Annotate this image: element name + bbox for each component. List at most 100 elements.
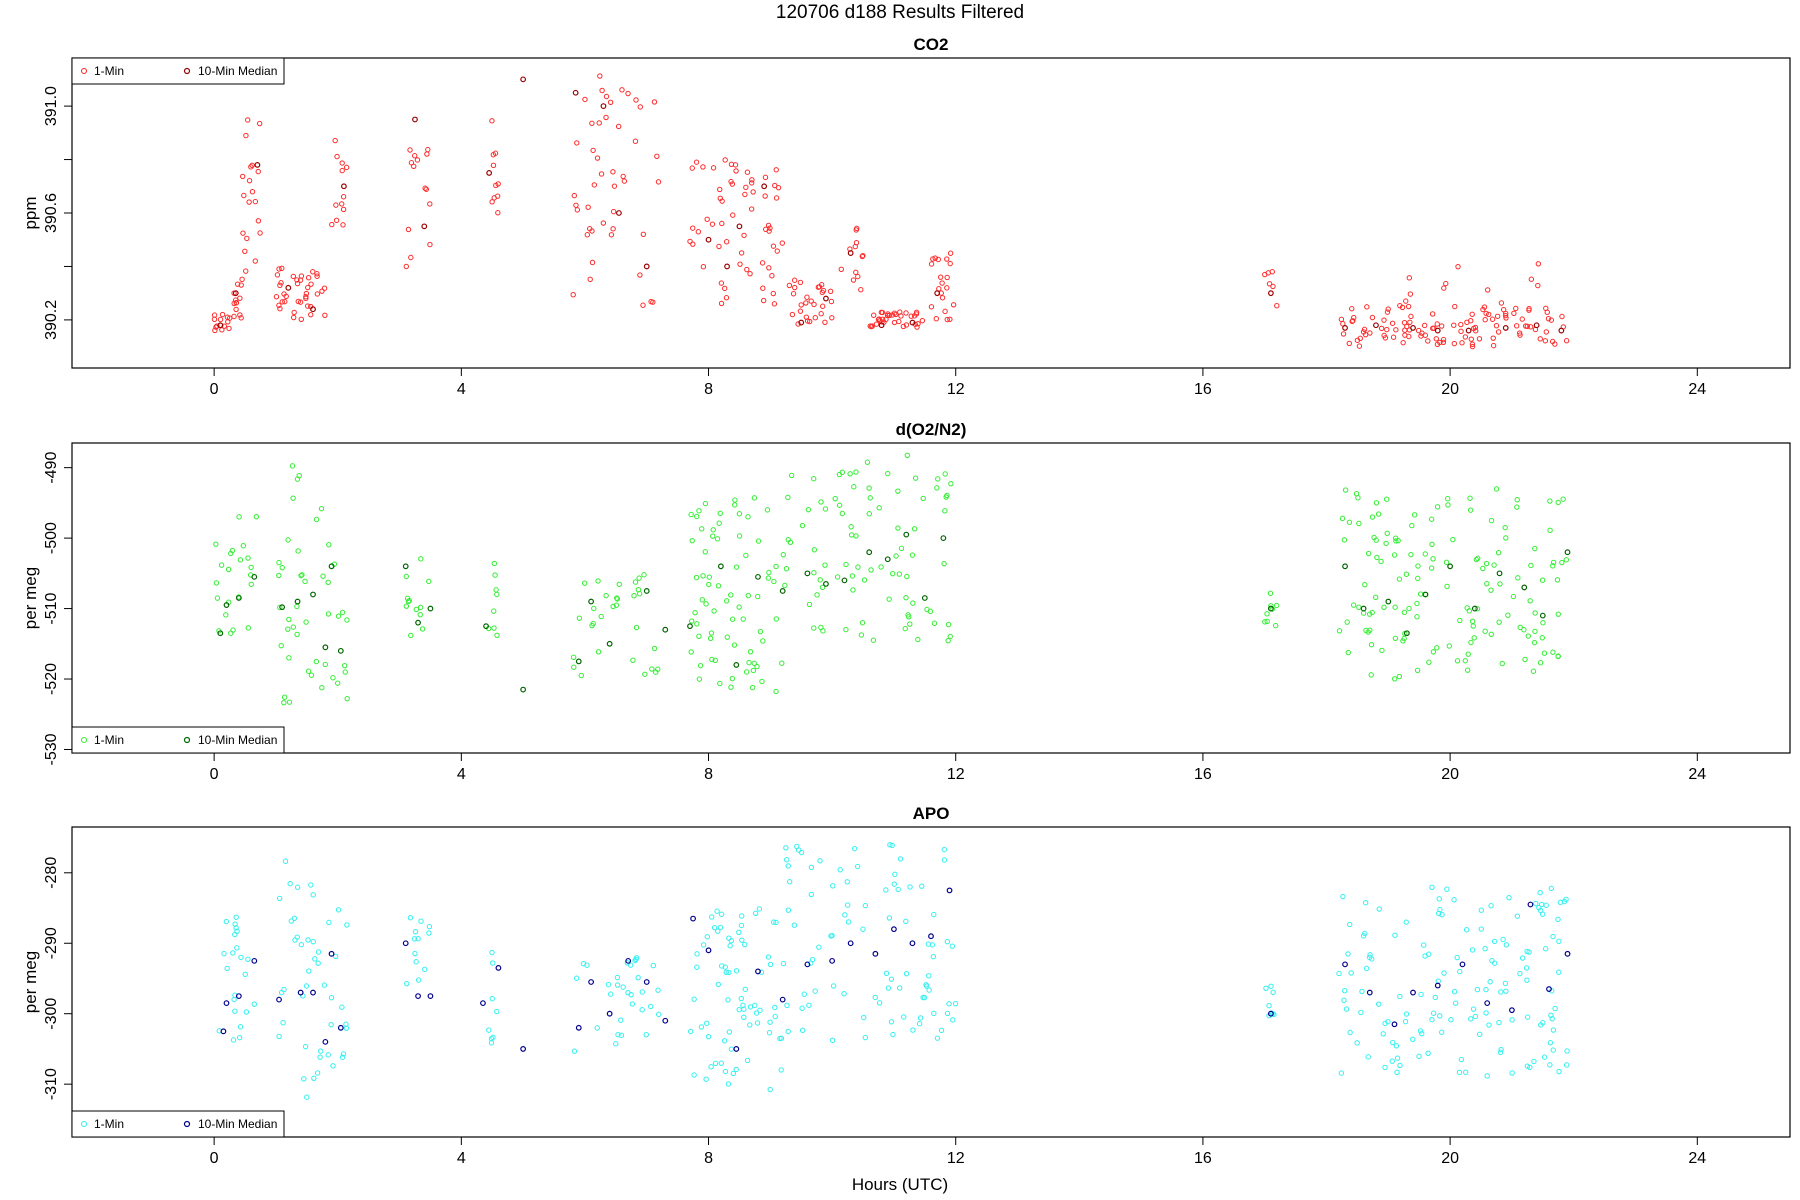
co2-one-min-point [490, 162, 497, 169]
apo-one-min-point [422, 966, 428, 973]
apo-one-min-point [1402, 1018, 1409, 1025]
co2-one-min-point [908, 313, 914, 319]
apo-legend-one-min-label: 1-Min [94, 1117, 124, 1131]
apo-median-point [297, 989, 304, 996]
apo-one-min-point [739, 937, 745, 943]
o2n2-median-point [328, 563, 335, 570]
apo-one-min-point [242, 971, 248, 978]
co2-one-min-point [1418, 333, 1424, 339]
o2n2-one-min-point [731, 642, 738, 648]
apo-one-min-point [941, 857, 948, 863]
apo-one-min-point [308, 882, 314, 888]
apo-one-min-point [910, 1027, 916, 1033]
apo-one-min-point [876, 1000, 883, 1006]
apo-one-min-point [1268, 983, 1274, 989]
co2-one-min-point [1425, 338, 1431, 344]
o2n2-median-point [1403, 630, 1410, 637]
apo-one-min-point [1451, 988, 1458, 995]
o2n2-one-min-point [945, 621, 952, 628]
co2-one-min-point [322, 312, 328, 319]
co2-one-min-point [1563, 338, 1570, 344]
o2n2-one-min-point [751, 660, 757, 667]
apo-one-min-point [276, 895, 283, 902]
o2n2-one-min-point [1560, 496, 1566, 502]
o2n2-one-min-point [942, 471, 948, 477]
apo-one-min-point [1392, 932, 1398, 938]
o2n2-one-min-point [1532, 545, 1538, 552]
apo-one-min-point [339, 1054, 346, 1060]
o2n2-median-point [1496, 570, 1503, 577]
apo-one-min-point [326, 919, 332, 926]
apo-one-min-point [1429, 884, 1435, 890]
co2-one-min-point [1266, 281, 1273, 287]
co2-one-min-point [1458, 321, 1464, 328]
apo-one-min-point [330, 1063, 336, 1069]
apo-one-min-point [614, 974, 621, 981]
apo-one-min-point [888, 976, 895, 982]
co2-one-min-point [947, 260, 953, 267]
o2n2-one-min-point [779, 660, 785, 666]
co2-one-min-point [1545, 315, 1552, 322]
apo-one-min-point [770, 919, 777, 925]
co2-one-min-point [1513, 323, 1520, 329]
co2-one-min-point [718, 300, 725, 307]
apo-one-min-point [723, 969, 729, 976]
apo-one-min-point [301, 1076, 307, 1082]
apo-one-min-point [901, 1014, 907, 1020]
o2n2-one-min-point [710, 527, 716, 533]
co2-one-min-point [427, 241, 433, 248]
o2n2-median-point [1385, 598, 1392, 605]
o2n2-one-min-point [1375, 511, 1382, 517]
apo-y-tick-label: -290 [43, 927, 60, 959]
co2-one-min-point [339, 167, 345, 174]
apo-median-point [872, 950, 879, 957]
o2n2-one-min-point [253, 513, 260, 520]
co2-one-min-point [1429, 311, 1436, 317]
co2-one-min-point [911, 313, 918, 319]
o2n2-one-min-point [1415, 575, 1421, 582]
o2n2-one-min-point [610, 603, 616, 610]
o2n2-one-min-point [818, 499, 824, 505]
co2-one-min-point [252, 258, 258, 264]
o2n2-one-min-point [1356, 520, 1362, 527]
co2-one-min-point [651, 99, 658, 105]
o2n2-one-min-point [850, 587, 856, 593]
apo-one-min-point [315, 960, 321, 966]
co2-one-min-point [741, 232, 747, 239]
co2-median-point [341, 183, 347, 190]
o2n2-one-min-point [1468, 639, 1474, 646]
apo-one-min-point [885, 985, 892, 991]
o2n2-one-min-point [1350, 602, 1357, 608]
co2-median-point [878, 322, 885, 329]
o2n2-one-min-point [318, 505, 325, 512]
o2n2-one-min-point [1539, 635, 1545, 641]
co2-x-tick-label: 24 [1688, 381, 1706, 398]
apo-one-min-point [233, 925, 239, 931]
o2n2-one-min-point [866, 485, 872, 491]
o2n2-one-min-point [870, 637, 877, 643]
co2-one-min-point [719, 220, 725, 227]
apo-median-point [402, 940, 409, 947]
o2n2-one-min-point [876, 505, 882, 511]
o2n2-one-min-point [1547, 498, 1553, 504]
apo-one-min-point [321, 982, 328, 988]
o2n2-one-min-point [799, 522, 806, 529]
apo-one-min-point [704, 1020, 710, 1026]
co2-one-min-point [1265, 270, 1271, 276]
o2n2-one-min-point [723, 598, 730, 604]
o2n2-one-min-point [1267, 590, 1274, 597]
co2-one-min-point [808, 298, 814, 304]
apo-one-min-point [784, 1002, 790, 1009]
o2n2-one-min-point [320, 573, 326, 579]
co2-one-min-point [242, 248, 248, 254]
co2-one-min-point [615, 123, 622, 130]
co2-one-min-point [939, 280, 945, 286]
co2-one-min-point [760, 297, 767, 304]
apo-one-min-point [931, 911, 937, 918]
o2n2-one-min-point [706, 581, 712, 588]
o2n2-one-min-point [1473, 556, 1480, 563]
o2n2-one-min-point [896, 571, 903, 577]
apo-one-min-point [1537, 907, 1544, 914]
o2n2-x-tick-label: 20 [1441, 766, 1459, 783]
apo-one-min-point [941, 846, 947, 853]
